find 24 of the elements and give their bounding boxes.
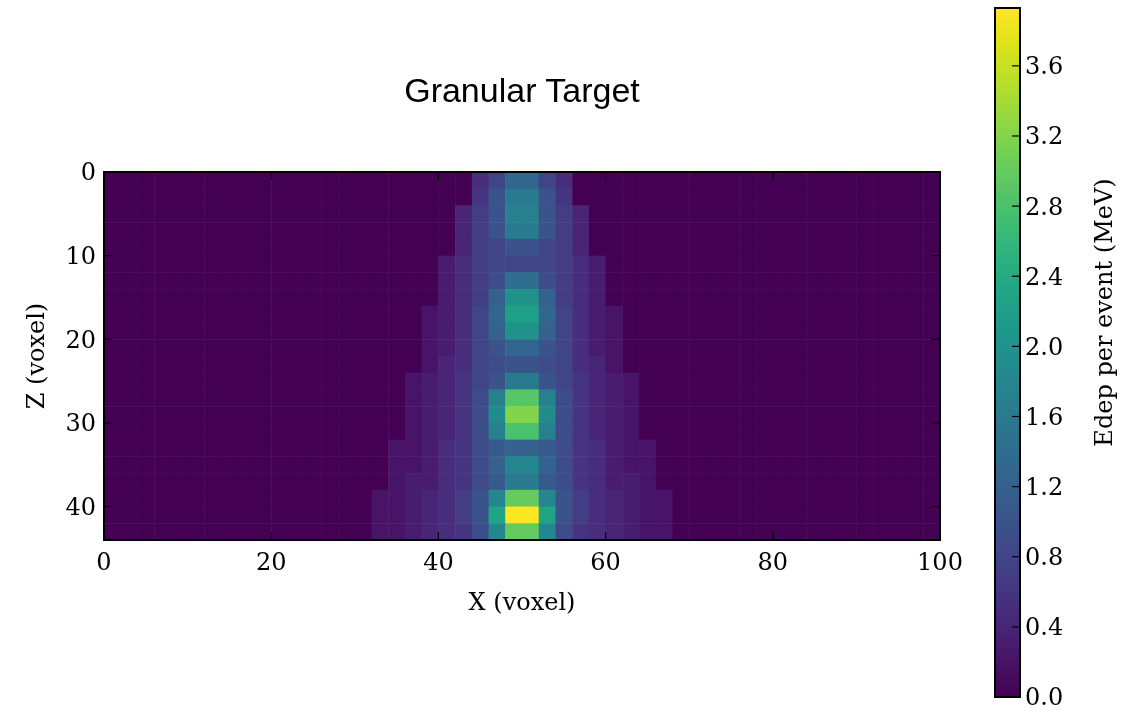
y-axis-title: Z (voxel): [22, 302, 50, 410]
color-bar-title: Edep per event (MeV): [1090, 178, 1118, 447]
color-bar-label: 2.8: [1025, 192, 1064, 221]
x-axis-title: X (voxel): [468, 588, 576, 616]
color-bar-label: 2.4: [1025, 262, 1064, 291]
y-tick-label: 10: [65, 242, 96, 271]
y-tick-label: 40: [65, 492, 96, 521]
x-tick-label: 100: [917, 548, 963, 576]
x-tick-label: 20: [255, 548, 287, 576]
x-tick-label: 60: [590, 548, 621, 576]
y-tick-label: 30: [65, 409, 96, 438]
chart-title: Granular Target: [404, 71, 641, 109]
color-bar-label: 3.2: [1025, 122, 1064, 151]
x-tick-label: 80: [757, 548, 789, 576]
color-bar-label: 0.4: [1025, 613, 1064, 642]
x-tick-label: 40: [423, 548, 454, 576]
y-tick-label: 20: [65, 325, 96, 354]
color-bar-label: 0.8: [1025, 543, 1064, 572]
color-bar-label: 3.6: [1025, 52, 1064, 81]
y-tick-label: 0: [80, 158, 96, 187]
color-bar-label: 2.0: [1025, 332, 1064, 361]
color-bar-label: 1.2: [1025, 473, 1064, 502]
color-bar-label: 1.6: [1025, 402, 1064, 431]
color-bar-label: 0.0: [1025, 683, 1064, 712]
